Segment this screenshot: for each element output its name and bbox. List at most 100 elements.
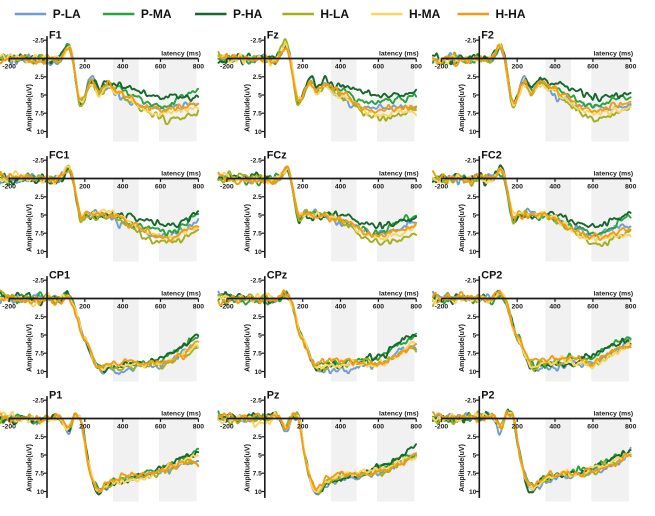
svg-text:10: 10 [254,129,262,136]
svg-text:latency (ms): latency (ms) [594,170,634,177]
svg-text:2.5: 2.5 [253,74,262,81]
svg-text:CP2: CP2 [481,270,502,282]
svg-text:latency (ms): latency (ms) [161,410,201,417]
svg-text:600: 600 [155,424,167,431]
svg-text:Amplitude(uV): Amplitude(uV) [244,204,251,252]
svg-text:600: 600 [373,64,385,71]
svg-text:2.5: 2.5 [35,314,44,321]
svg-text:200: 200 [79,304,91,311]
svg-text:-200: -200 [220,184,234,191]
svg-text:Amplitude(uV): Amplitude(uV) [244,444,251,492]
svg-text:F2: F2 [481,30,494,42]
svg-text:200: 200 [512,64,524,71]
svg-text:10: 10 [37,489,45,496]
svg-text:2.5: 2.5 [35,194,44,201]
svg-text:-2.5: -2.5 [33,38,45,45]
svg-text:10: 10 [469,489,477,496]
svg-text:FCz: FCz [267,150,287,162]
svg-text:800: 800 [193,304,205,311]
svg-text:-200: -200 [2,64,16,71]
svg-text:-200: -200 [2,184,16,191]
svg-text:-200: -200 [435,424,449,431]
svg-text:10: 10 [469,249,477,256]
svg-text:-2.5: -2.5 [250,398,262,405]
svg-text:600: 600 [373,184,385,191]
svg-text:Amplitude(uV): Amplitude(uV) [27,444,34,492]
svg-text:-2.5: -2.5 [465,278,477,285]
svg-text:latency (ms): latency (ms) [379,410,419,417]
svg-text:400: 400 [549,304,561,311]
svg-text:Pz: Pz [267,390,280,402]
svg-text:Amplitude(uV): Amplitude(uV) [27,204,34,252]
svg-text:H-LA: H-LA [320,7,349,21]
svg-text:400: 400 [335,184,347,191]
svg-text:2.5: 2.5 [467,74,476,81]
svg-text:600: 600 [373,424,385,431]
svg-text:latency (ms): latency (ms) [161,50,201,57]
svg-text:5: 5 [40,212,44,219]
svg-text:FC2: FC2 [481,150,501,162]
svg-text:2.5: 2.5 [35,74,44,81]
svg-text:800: 800 [625,184,637,191]
svg-text:800: 800 [625,424,637,431]
svg-text:-200: -200 [220,304,234,311]
svg-text:2.5: 2.5 [467,434,476,441]
svg-text:600: 600 [587,184,599,191]
svg-text:800: 800 [411,64,423,71]
svg-text:-200: -200 [2,424,16,431]
svg-text:H-HA: H-HA [496,7,526,21]
svg-text:400: 400 [335,424,347,431]
svg-text:10: 10 [469,129,477,136]
svg-text:P1: P1 [49,390,62,402]
svg-text:200: 200 [512,184,524,191]
svg-text:Amplitude(uV): Amplitude(uV) [459,84,466,132]
svg-text:5: 5 [473,332,477,339]
svg-text:800: 800 [411,184,423,191]
svg-text:10: 10 [254,369,262,376]
svg-text:200: 200 [79,184,91,191]
svg-text:200: 200 [79,424,91,431]
svg-text:P2: P2 [481,390,494,402]
svg-text:5: 5 [40,92,44,99]
svg-text:5: 5 [258,452,262,459]
svg-text:-2.5: -2.5 [250,158,262,165]
svg-text:5: 5 [473,92,477,99]
svg-text:400: 400 [117,184,129,191]
svg-text:10: 10 [37,369,45,376]
svg-text:P-HA: P-HA [233,7,263,21]
svg-text:200: 200 [512,304,524,311]
svg-text:-2.5: -2.5 [250,278,262,285]
svg-text:-200: -200 [435,304,449,311]
svg-text:2.5: 2.5 [253,434,262,441]
svg-text:400: 400 [117,424,129,431]
svg-text:200: 200 [297,304,309,311]
svg-text:Fz: Fz [267,30,280,42]
svg-text:600: 600 [155,184,167,191]
svg-text:-2.5: -2.5 [33,158,45,165]
svg-text:10: 10 [37,249,45,256]
svg-text:7.5: 7.5 [253,231,262,238]
svg-text:-2.5: -2.5 [33,398,45,405]
svg-text:H-MA: H-MA [409,7,441,21]
svg-text:800: 800 [193,184,205,191]
svg-text:400: 400 [549,184,561,191]
svg-text:400: 400 [117,64,129,71]
svg-text:5: 5 [473,212,477,219]
svg-text:10: 10 [254,489,262,496]
svg-text:2.5: 2.5 [35,434,44,441]
svg-text:-2.5: -2.5 [250,38,262,45]
svg-text:latency (ms): latency (ms) [379,170,419,177]
svg-text:5: 5 [258,332,262,339]
svg-text:7.5: 7.5 [253,351,262,358]
svg-text:-200: -200 [220,64,234,71]
svg-text:400: 400 [117,304,129,311]
svg-text:200: 200 [297,64,309,71]
svg-text:F1: F1 [49,30,62,42]
svg-text:10: 10 [254,249,262,256]
svg-text:7.5: 7.5 [467,231,476,238]
svg-text:Amplitude(uV): Amplitude(uV) [244,84,251,132]
svg-text:Amplitude(uV): Amplitude(uV) [459,324,466,372]
svg-text:latency (ms): latency (ms) [161,290,201,297]
svg-text:800: 800 [625,304,637,311]
svg-text:800: 800 [625,64,637,71]
